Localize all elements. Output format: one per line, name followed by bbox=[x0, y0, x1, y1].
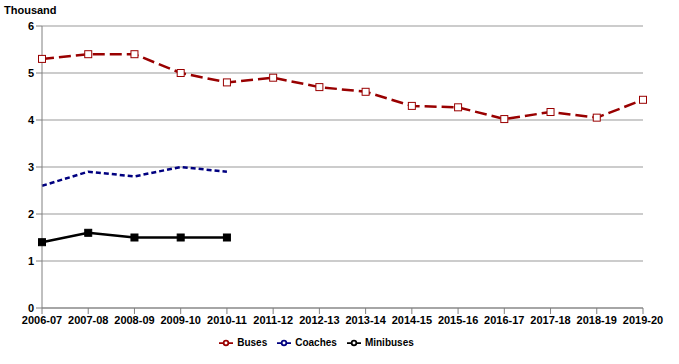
svg-text:2014-15: 2014-15 bbox=[392, 314, 432, 326]
svg-text:2019-20: 2019-20 bbox=[623, 314, 663, 326]
svg-text:2015-16: 2015-16 bbox=[438, 314, 478, 326]
svg-text:2006-07: 2006-07 bbox=[22, 314, 62, 326]
svg-text:2009-10: 2009-10 bbox=[161, 314, 201, 326]
svg-text:2017-18: 2017-18 bbox=[530, 314, 570, 326]
svg-text:1: 1 bbox=[28, 255, 34, 267]
svg-text:6: 6 bbox=[28, 20, 34, 32]
html-text:Coaches: Coaches bbox=[295, 336, 337, 348]
html-text:Thousand: Thousand bbox=[4, 4, 57, 16]
svg-text:2008-09: 2008-09 bbox=[114, 314, 154, 326]
svg-text:2007-08: 2007-08 bbox=[68, 314, 108, 326]
svg-text:2013-14: 2013-14 bbox=[345, 314, 386, 326]
html-text:Minibuses: Minibuses bbox=[364, 336, 414, 348]
svg-text:2010-11: 2010-11 bbox=[207, 314, 247, 326]
html-text:Buses: Buses bbox=[237, 336, 268, 348]
svg-text:3: 3 bbox=[28, 161, 34, 173]
svg-text:2016-17: 2016-17 bbox=[484, 314, 524, 326]
svg-text:2: 2 bbox=[28, 208, 34, 220]
svg-text:5: 5 bbox=[28, 67, 34, 79]
svg-text:2012-13: 2012-13 bbox=[299, 314, 339, 326]
svg-text:2018-19: 2018-19 bbox=[577, 314, 617, 326]
svg-text:4: 4 bbox=[28, 114, 35, 126]
svg-text:0: 0 bbox=[28, 302, 34, 314]
svg-text:2011-12: 2011-12 bbox=[253, 314, 293, 326]
